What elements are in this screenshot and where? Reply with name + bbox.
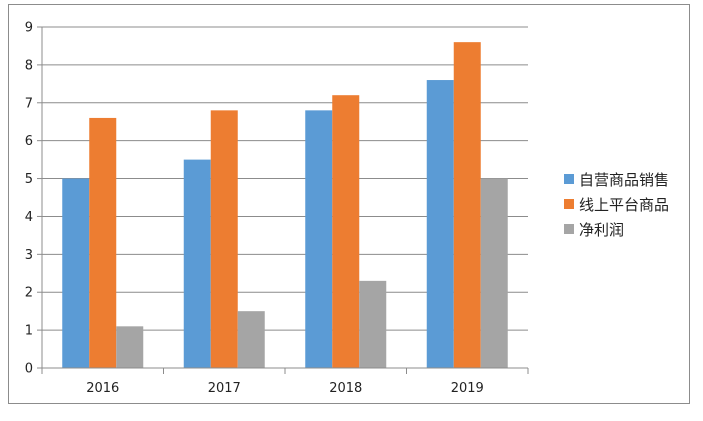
legend-swatch — [564, 174, 574, 184]
x-tick-label: 2019 — [451, 381, 484, 396]
bar-净利润-2017 — [237, 311, 265, 368]
y-tick-label: 1 — [25, 324, 33, 339]
bar-线上平台商品-2016 — [89, 117, 117, 368]
x-tick-label: 2018 — [329, 381, 362, 396]
bar-净利润-2018 — [359, 280, 387, 368]
bar-净利润-2019 — [480, 178, 508, 368]
bar-净利润-2016 — [116, 326, 144, 368]
y-tick-label: 7 — [25, 96, 33, 111]
y-tick-label: 9 — [25, 21, 33, 36]
legend-swatch — [564, 224, 574, 234]
bar-自营商品销售-2018 — [305, 110, 333, 368]
legend-label: 净利润 — [579, 221, 624, 239]
legend-label: 线上平台商品 — [579, 196, 669, 214]
y-tick-label: 6 — [25, 134, 33, 149]
x-tick-label: 2016 — [86, 381, 119, 396]
bar-线上平台商品-2018 — [332, 95, 360, 368]
bar-自营商品销售-2017 — [183, 159, 211, 368]
y-axis-ticks: 0 1 2 3 4 5 6 7 8 9 — [25, 21, 33, 377]
bar-自营商品销售-2016 — [62, 178, 90, 368]
y-tick-label: 5 — [25, 172, 33, 187]
bar-自营商品销售-2019 — [426, 80, 454, 369]
y-tick-label: 8 — [25, 58, 33, 73]
bars — [62, 42, 508, 369]
bar-线上平台商品-2017 — [210, 110, 238, 368]
axes — [37, 26, 529, 374]
legend-label: 自营商品销售 — [579, 171, 669, 189]
y-tick-label: 2 — [25, 286, 33, 301]
x-tick-label: 2017 — [208, 381, 241, 396]
x-axis-ticks: 2016 2017 2018 2019 — [86, 381, 484, 396]
y-tick-label: 0 — [25, 362, 33, 377]
y-tick-label: 4 — [25, 210, 33, 225]
bar-线上平台商品-2019 — [453, 42, 481, 369]
legend-swatch — [564, 199, 574, 209]
y-tick-label: 3 — [25, 248, 33, 263]
